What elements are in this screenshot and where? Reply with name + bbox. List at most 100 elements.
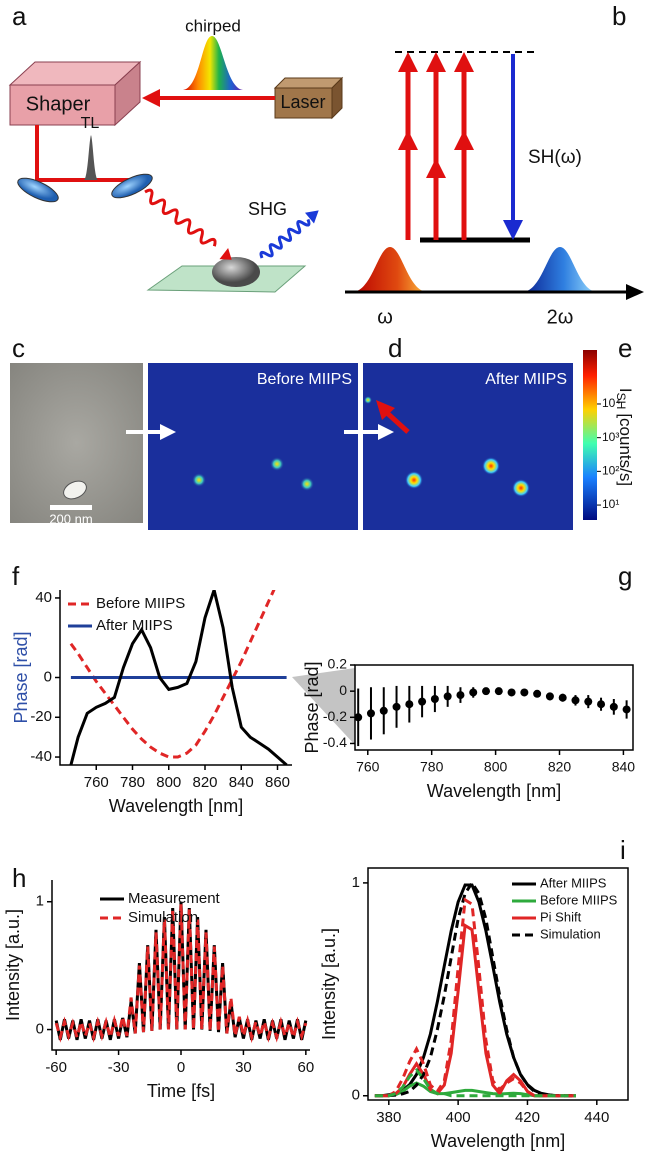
panel-letter: i	[620, 835, 626, 865]
x-tick-label: 820	[192, 774, 217, 791]
sem-background	[10, 363, 143, 523]
data-point	[520, 688, 529, 697]
y-tick-label: 0	[44, 668, 52, 685]
panel-letter: e	[618, 333, 632, 363]
scale-bar	[50, 505, 92, 510]
particle	[63, 480, 87, 500]
data-point	[558, 693, 567, 702]
data-point	[584, 697, 593, 706]
y-axis-label: Phase [rad]	[11, 631, 31, 723]
x-tick-label: 800	[156, 774, 181, 791]
panel-letter: a	[12, 1, 27, 31]
spot	[364, 396, 372, 404]
y-tick-label: 0	[339, 682, 347, 698]
arrow-head	[160, 424, 176, 440]
data-point	[443, 692, 452, 701]
tl-pulse	[84, 135, 98, 180]
data-point	[392, 702, 401, 711]
label-sub: SH	[614, 393, 628, 410]
panel-letter: g	[618, 561, 632, 591]
spot	[192, 473, 206, 487]
y-axis-label: Intensity [a.u.]	[3, 909, 23, 1021]
mirror	[111, 173, 153, 199]
y-tick-label: 0	[36, 1021, 44, 1038]
legend-label: Simulation	[540, 926, 601, 941]
series-line	[374, 880, 576, 1098]
y-tick-label: 1	[36, 893, 44, 910]
plot-area	[54, 901, 308, 1044]
legend-label: Measurement	[128, 890, 221, 907]
data-point	[379, 706, 388, 715]
frame	[59, 590, 292, 766]
x-axis-label: Wavelength [nm]	[427, 781, 561, 801]
data-point	[405, 700, 414, 709]
y-tick-label: 0.2	[328, 656, 348, 672]
arrow-head	[503, 220, 523, 240]
plot-area	[355, 685, 631, 747]
frame	[354, 664, 634, 751]
map-title: After MIIPS	[485, 371, 567, 388]
series-line	[374, 1068, 576, 1098]
chart: 380 400 420 440 0 1 Wavelength [nm] Intensity […	[319, 867, 629, 1151]
data-point	[456, 691, 465, 700]
data-point	[545, 692, 554, 701]
legend-label: Before MIIPS	[540, 892, 618, 907]
arrow-head	[626, 284, 644, 300]
sh-label: SH(ω)	[528, 147, 582, 168]
x-tick-label: 760	[84, 774, 109, 791]
spot	[270, 457, 284, 471]
two-omega-label: 2ω	[547, 306, 574, 328]
shg-label: SHG	[248, 199, 287, 219]
chart: 760 780 800 820 840 860 -40 -20 0 40 Wavelength [n…	[11, 589, 292, 816]
laser-label: Laser	[280, 92, 325, 112]
fundamental-wave	[144, 188, 232, 260]
data-point	[418, 697, 427, 706]
x-axis-label: Time [fs]	[147, 1081, 215, 1101]
x-tick-label: 780	[120, 774, 145, 791]
legend-label: After MIIPS	[96, 617, 173, 634]
zoom-link	[292, 668, 355, 745]
panel-letter: b	[612, 1, 626, 31]
legend-label: After MIIPS	[540, 875, 607, 890]
x-tick-label: -60	[45, 1059, 67, 1076]
arrow-head	[142, 89, 160, 107]
legend-label: Pi Shift	[540, 909, 582, 924]
y-tick-label: 0	[352, 1087, 360, 1104]
map-before	[148, 363, 358, 530]
data-point	[469, 688, 478, 697]
x-axis-label: Wavelength [nm]	[109, 796, 243, 816]
setup-diagram: Shaper Laser chirped TL SHG	[8, 16, 344, 293]
photon-arrows	[405, 62, 467, 240]
data-point	[622, 705, 631, 714]
spot	[512, 479, 530, 497]
data-point	[597, 700, 606, 709]
map-title: Before MIIPS	[257, 371, 352, 388]
y-axis-label: Phase [rad]	[302, 661, 322, 753]
label-part: I	[616, 388, 635, 393]
panel-letters: a b c d e f g h i	[12, 1, 632, 893]
label-part: [counts/s]	[616, 413, 635, 486]
sh-spectrum	[522, 247, 598, 292]
beam	[35, 125, 130, 182]
chart: 760 780 800 820 840 -0.4 -0.2 0 0.2 Wavelength [n…	[302, 656, 636, 801]
x-tick-label: 760	[356, 759, 380, 775]
data-point	[494, 687, 503, 696]
arrow-head	[378, 424, 394, 440]
shaper-front	[9, 84, 116, 126]
x-axis-label: Wavelength [nm]	[431, 1131, 565, 1151]
y-tick-label: -40	[30, 748, 52, 765]
y-tick-label: -0.4	[323, 734, 347, 750]
laser-front	[274, 87, 333, 119]
tick-label: 10¹	[602, 497, 619, 511]
tick-label: 10⁴	[602, 396, 621, 410]
x-tick-label: 380	[376, 1109, 401, 1126]
x-tick-label: 30	[235, 1059, 252, 1076]
panel-letter: d	[388, 333, 402, 363]
colorbar-label: ISH [counts/s]	[614, 388, 635, 486]
fundamental-spectrum	[352, 247, 428, 292]
x-tick-label: 840	[612, 759, 636, 775]
x-tick-label: 440	[584, 1109, 609, 1126]
data-point	[366, 709, 375, 718]
arrow-head	[376, 400, 395, 420]
chirped-label: chirped	[185, 16, 241, 35]
